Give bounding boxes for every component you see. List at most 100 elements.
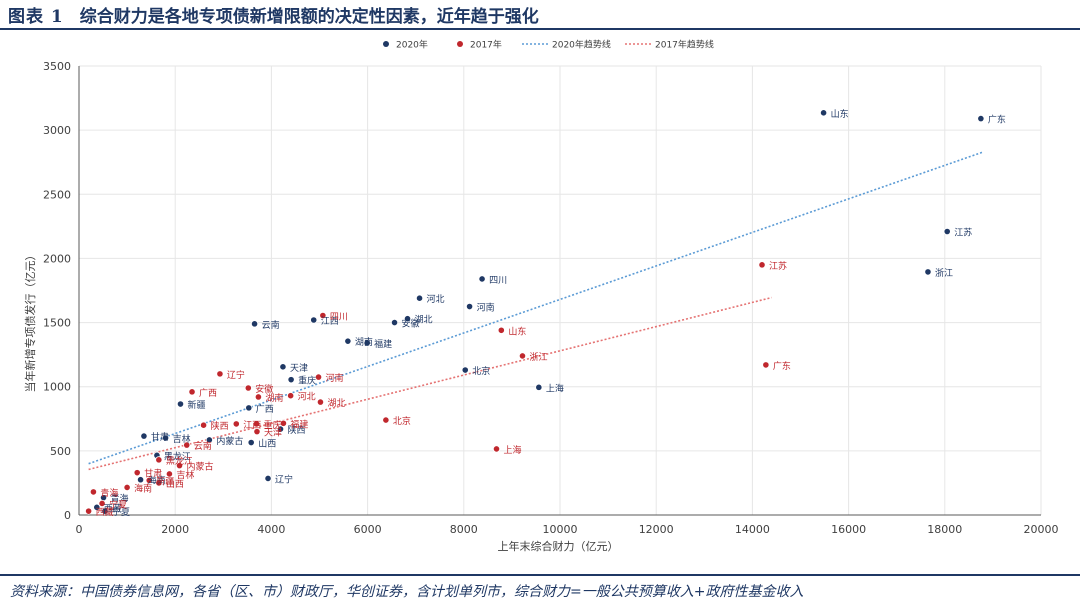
point-2017 [89, 488, 98, 496]
point-2020 [461, 366, 469, 374]
point-label: 海南 [148, 475, 166, 487]
point-label: 四川 [489, 276, 507, 286]
legend-marker [383, 41, 389, 47]
point-label: 青海 [100, 487, 118, 499]
point-2017 [244, 384, 252, 392]
point-label: 云南 [194, 440, 212, 452]
point-2020 [287, 376, 295, 384]
figure-header: 图表 1 综合财力是各地专项债新增限额的决定性因素，近年趋于强化 [0, 0, 1080, 30]
point-label: 云南 [262, 319, 280, 331]
point-2020 [205, 436, 213, 444]
point-2020 [924, 268, 932, 276]
point-2020 [403, 315, 412, 323]
y-tick-label: 500 [50, 445, 71, 458]
data-points [85, 109, 985, 515]
point-label: 湖南 [355, 336, 373, 348]
point-2017 [316, 398, 325, 406]
point-label: 黑龙江 [164, 450, 191, 462]
axes: 0 500 1000 1500 2000 2500 3000 3500 0 2000 4000 600… [43, 60, 1059, 536]
point-2017 [518, 352, 527, 360]
point-2017 [252, 420, 261, 428]
point-2020 [101, 507, 109, 515]
y-tick-label: 0 [64, 509, 71, 522]
point-label: 海南 [134, 482, 152, 494]
trendline-2020 [88, 151, 984, 465]
point-2017 [254, 393, 263, 401]
scatter-chart: 0 500 1000 1500 2000 2500 3000 3500 0 2000 4000 600… [23, 39, 1059, 554]
point-label: 宁夏 [109, 498, 127, 510]
figure-title: 综合财力是各地专项债新增限额的决定性因素，近年趋于强化 [79, 6, 539, 27]
point-2017 [145, 476, 153, 484]
point-label: 山东 [508, 325, 526, 337]
point-label: 河北 [427, 293, 445, 305]
point-label: 内蒙古 [187, 461, 214, 473]
x-tick-label: 6000 [354, 523, 382, 536]
point-label: 北京 [393, 415, 411, 427]
x-tick-label: 12000 [639, 523, 674, 536]
point-label: 江苏 [954, 226, 972, 238]
point-2017 [279, 419, 288, 427]
point-label: 山西 [258, 439, 276, 450]
x-axis-label: 上年末综合财力（亿元） [498, 539, 619, 553]
x-tick-label: 14000 [735, 523, 770, 536]
y-axis-label: 当年新增专项债发行（亿元） [23, 250, 37, 393]
point-label: 上海 [546, 382, 564, 394]
point-label: 江西 [321, 316, 339, 327]
point-label: 天津 [290, 363, 308, 374]
point-2020 [264, 474, 272, 483]
point-label: 宁夏 [112, 506, 130, 518]
point-2017 [382, 416, 390, 424]
point-label: 黑龙江 [166, 455, 193, 467]
trendline-2017 [88, 296, 772, 471]
x-tick-label: 16000 [831, 523, 866, 536]
point-label: 广东 [988, 114, 1006, 126]
point-2020 [390, 318, 399, 327]
point-label: 广东 [773, 360, 791, 372]
point-2017 [188, 388, 196, 396]
point-2020 [247, 438, 255, 447]
point-label: 陕西 [288, 424, 306, 436]
x-tick-label: 10000 [543, 523, 578, 536]
point-label: 湖北 [415, 315, 433, 326]
point-2020 [250, 320, 259, 328]
point-2017 [216, 370, 224, 378]
point-label: 广西 [199, 387, 217, 399]
point-label: 西藏 [104, 502, 122, 514]
point-2017 [175, 462, 184, 470]
point-label: 重庆 [263, 419, 281, 431]
point-label: 河北 [298, 391, 316, 403]
point-2020 [140, 432, 148, 440]
point-2020 [819, 109, 828, 117]
point-label: 广西 [256, 403, 274, 415]
point-2020 [363, 339, 371, 347]
point-2017 [133, 469, 141, 477]
point-2017 [762, 361, 770, 369]
point-2017 [155, 479, 163, 487]
point-label: 青海 [111, 493, 129, 505]
point-2020 [977, 114, 985, 123]
trendlines [88, 151, 984, 471]
point-2020 [465, 302, 474, 311]
legend-label: 2017年趋势线 [655, 39, 714, 51]
x-tick-label: 2000 [161, 523, 189, 536]
point-2017 [314, 373, 323, 381]
figure-footer: 资料来源：中国债券信息网，各省（区、市）财政厅，华创证券，含计划单列市，综合财力… [0, 574, 1080, 605]
point-2020 [276, 425, 285, 433]
point-label: 陕西 [211, 420, 229, 432]
y-tick-label: 1500 [43, 317, 71, 330]
point-label: 河南 [326, 372, 344, 384]
point-2017 [319, 311, 327, 320]
y-tick-label: 3000 [43, 124, 71, 137]
point-label: 福建 [290, 418, 308, 430]
point-2020 [344, 337, 352, 345]
point-label: 湖南 [265, 392, 283, 404]
point-label: 浙江 [529, 351, 547, 363]
point-label: 江西 [243, 420, 261, 431]
point-label: 辽宁 [275, 473, 293, 485]
legend-label: 2017年 [470, 39, 502, 51]
x-tick-label: 4000 [257, 523, 285, 536]
point-label: 安徽 [255, 383, 273, 395]
point-2020 [161, 434, 170, 442]
point-label: 湖北 [327, 398, 345, 409]
point-label: 天津 [264, 428, 282, 439]
